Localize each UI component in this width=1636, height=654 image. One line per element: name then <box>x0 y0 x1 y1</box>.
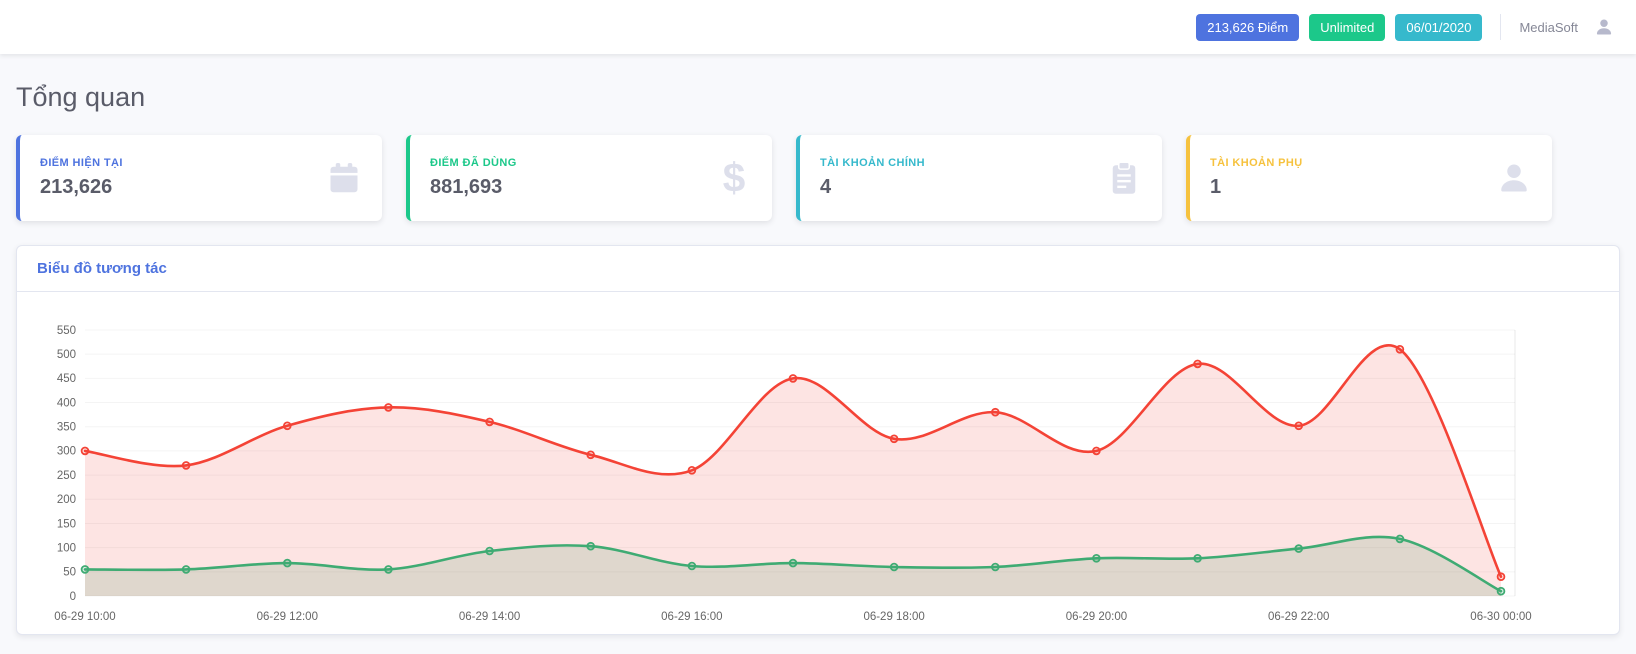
topbar-divider <box>1500 14 1502 40</box>
user-icon <box>1496 160 1532 196</box>
main-content: Tổng quan ĐIỂM HIỆN TẠI 213,626 ĐIỂM ĐÃ … <box>0 54 1636 635</box>
stat-card-label: TÀI KHOẢN CHÍNH <box>820 157 925 169</box>
svg-text:550: 550 <box>57 325 76 337</box>
clipboard-icon <box>1106 160 1142 196</box>
svg-text:350: 350 <box>57 422 76 434</box>
svg-text:400: 400 <box>57 397 76 409</box>
stat-cards-row: ĐIỂM HIỆN TẠI 213,626 ĐIỂM ĐÃ DÙNG 881,6… <box>16 135 1620 221</box>
svg-text:06-29 12:00: 06-29 12:00 <box>257 611 318 623</box>
svg-text:150: 150 <box>57 518 76 530</box>
chart-card-header: Biểu đồ tương tác <box>17 246 1619 292</box>
stat-card-value: 1 <box>1210 176 1222 198</box>
chart-card-body: 0 50 100 150 200 250 300 350 400 450 500 550 06-29 1… <box>17 292 1619 634</box>
stat-card-current-points: ĐIỂM HIỆN TẠI 213,626 <box>16 135 382 221</box>
interaction-chart: 0 50 100 150 200 250 300 350 400 450 500 550 06-29 1… <box>54 325 1531 623</box>
points-badge[interactable]: 213,626 Điểm <box>1196 13 1300 41</box>
stat-card-label: TÀI KHOẢN PHỤ <box>1210 157 1303 169</box>
svg-text:06-29 16:00: 06-29 16:00 <box>661 611 722 623</box>
user-icon[interactable] <box>1594 17 1614 37</box>
svg-text:$: $ <box>723 160 746 196</box>
svg-text:100: 100 <box>57 542 76 554</box>
svg-text:06-29 20:00: 06-29 20:00 <box>1066 611 1127 623</box>
svg-text:06-30 00:00: 06-30 00:00 <box>1470 611 1531 623</box>
stat-card-value: 4 <box>820 176 832 198</box>
stat-card-value: 213,626 <box>40 176 113 198</box>
page-title: Tổng quan <box>16 82 146 112</box>
svg-text:500: 500 <box>57 349 76 361</box>
topbar: 213,626 Điểm Unlimited 06/01/2020 MediaS… <box>0 0 1636 54</box>
svg-text:06-29 18:00: 06-29 18:00 <box>863 611 924 623</box>
calendar-icon <box>326 160 362 196</box>
interaction-chart-card: Biểu đồ tương tác 0 50 100 150 200 250 300 350 4… <box>16 245 1620 635</box>
svg-text:250: 250 <box>57 470 76 482</box>
plan-badge[interactable]: Unlimited <box>1309 13 1386 41</box>
stat-card-sub-accounts: TÀI KHOẢN PHỤ 1 <box>1186 135 1552 221</box>
svg-text:06-29 10:00: 06-29 10:00 <box>54 611 115 623</box>
svg-text:200: 200 <box>57 494 76 506</box>
dollar-icon: $ <box>716 155 752 201</box>
svg-text:50: 50 <box>63 567 76 579</box>
stat-card-used-points: ĐIỂM ĐÃ DÙNG 881,693 $ <box>406 135 772 221</box>
chart-card-title: Biểu đồ tương tác <box>37 260 167 277</box>
svg-text:300: 300 <box>57 446 76 458</box>
stat-card-label: ĐIỂM HIỆN TẠI <box>40 157 123 169</box>
stat-card-main-accounts: TÀI KHOẢN CHÍNH 4 <box>796 135 1162 221</box>
svg-text:06-29 22:00: 06-29 22:00 <box>1268 611 1329 623</box>
date-badge[interactable]: 06/01/2020 <box>1395 13 1483 41</box>
stat-card-label: ĐIỂM ĐÃ DÙNG <box>430 157 517 169</box>
svg-text:0: 0 <box>70 591 76 603</box>
svg-text:450: 450 <box>57 373 76 385</box>
stat-card-value: 881,693 <box>430 176 503 198</box>
user-name[interactable]: MediaSoft <box>1519 19 1578 35</box>
svg-text:06-29 14:00: 06-29 14:00 <box>459 611 520 623</box>
